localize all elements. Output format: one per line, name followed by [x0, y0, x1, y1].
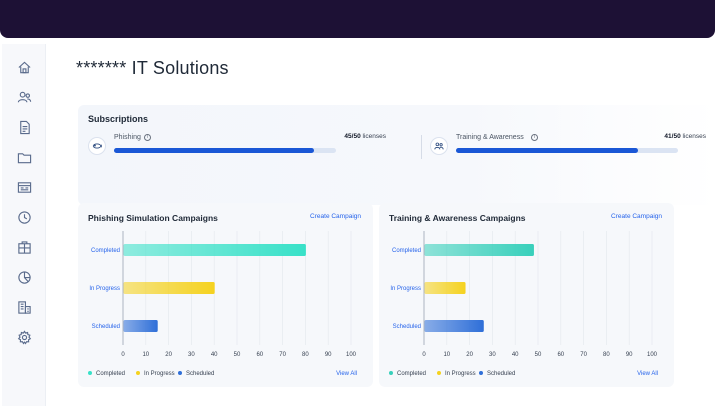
subscription-count: 41/50 licenses — [664, 133, 706, 140]
legend-dot — [136, 371, 140, 376]
sidebar — [2, 44, 46, 406]
x-tick-label: 80 — [603, 352, 610, 358]
x-tick-label: 100 — [346, 352, 357, 358]
category-label: In Progress — [390, 286, 421, 292]
category-label: Scheduled — [393, 324, 421, 330]
legend-item-completed: Completed — [389, 371, 426, 377]
x-tick-label: 40 — [512, 352, 519, 358]
subscription-phishing: Phishing i 45/50 licenses — [88, 133, 388, 163]
top-bar — [0, 0, 715, 38]
phishing-hook-icon — [88, 137, 106, 155]
subscription-count: 45/50 licenses — [344, 133, 386, 140]
bar-in-progress — [123, 282, 215, 294]
building-icon[interactable] — [15, 298, 33, 316]
legend-dot — [88, 371, 92, 376]
category-label: Scheduled — [92, 324, 120, 330]
email-template-icon[interactable] — [15, 178, 33, 196]
legend-item-in-progress: In Progress — [136, 371, 175, 377]
bar-scheduled — [424, 320, 484, 332]
create-campaign-link[interactable]: Create Campaign — [611, 213, 662, 220]
legend-item-in-progress: In Progress — [437, 371, 476, 377]
x-tick-label: 20 — [165, 352, 172, 358]
x-tick-label: 80 — [302, 352, 309, 358]
info-icon[interactable]: i — [531, 134, 538, 141]
pie-chart-icon[interactable] — [15, 268, 33, 286]
document-icon[interactable] — [15, 118, 33, 136]
license-progress-fill — [114, 148, 314, 153]
bar-scheduled — [123, 320, 158, 332]
x-tick-label: 60 — [557, 352, 564, 358]
legend-item-scheduled: Scheduled — [479, 371, 515, 377]
info-icon[interactable]: i — [144, 134, 151, 141]
x-tick-label: 10 — [443, 352, 450, 358]
category-label: Completed — [392, 248, 421, 254]
phishing-campaigns-card: Phishing Simulation Campaigns Create Cam… — [78, 203, 373, 387]
campaign-chart: 0 10 20 30 40 50 60 70 80 90 100 Completed In Progre… — [390, 231, 658, 358]
subscription-name: Training & Awareness — [456, 134, 524, 141]
view-all-link[interactable]: View All — [336, 371, 357, 377]
x-tick-label: 0 — [121, 352, 125, 358]
page-title: ******* IT Solutions — [76, 58, 229, 78]
x-tick-label: 70 — [580, 352, 587, 358]
legend-item-scheduled: Scheduled — [178, 371, 214, 377]
x-tick-label: 40 — [211, 352, 218, 358]
x-tick-label: 0 — [422, 352, 426, 358]
home-icon[interactable] — [15, 58, 33, 76]
bar-completed — [123, 244, 306, 256]
main-content: ******* IT Solutions Subscriptions Phish… — [48, 40, 715, 411]
subscriptions-card: Subscriptions Phishing i 45/50 licenses … — [78, 105, 715, 205]
users-icon[interactable] — [15, 88, 33, 106]
x-tick-label: 50 — [535, 352, 542, 358]
card-title: Training & Awareness Campaigns — [389, 213, 526, 223]
campaign-chart: 0 10 20 30 40 50 60 70 80 90 100 Completed In Progre… — [89, 231, 357, 358]
settings-icon[interactable] — [15, 328, 33, 346]
clock-icon[interactable] — [15, 208, 33, 226]
x-tick-label: 70 — [279, 352, 286, 358]
legend-dot — [389, 371, 393, 376]
training-icon — [430, 137, 448, 155]
x-tick-label: 10 — [142, 352, 149, 358]
training-campaigns-card: Training & Awareness Campaigns Create Ca… — [379, 203, 674, 387]
subscription-name: Phishing — [114, 134, 141, 141]
folder-icon[interactable] — [15, 148, 33, 166]
x-tick-label: 20 — [466, 352, 473, 358]
divider — [421, 135, 422, 159]
subscription-training: Training & Awareness i 41/50 licenses — [430, 133, 708, 163]
package-icon[interactable] — [15, 238, 33, 256]
license-progress-fill — [456, 148, 639, 153]
license-progress-bar — [456, 148, 678, 153]
x-tick-label: 30 — [188, 352, 195, 358]
x-tick-label: 90 — [626, 352, 633, 358]
legend-dot — [437, 371, 441, 376]
category-label: Completed — [91, 248, 120, 254]
bar-in-progress — [424, 282, 466, 294]
x-tick-label: 60 — [256, 352, 263, 358]
create-campaign-link[interactable]: Create Campaign — [310, 213, 361, 220]
x-tick-label: 50 — [234, 352, 241, 358]
legend-dot — [479, 371, 483, 376]
category-label: In Progress — [89, 286, 120, 292]
legend-dot — [178, 371, 182, 376]
subscriptions-title: Subscriptions — [88, 114, 149, 124]
x-tick-label: 100 — [647, 352, 658, 358]
x-tick-label: 30 — [489, 352, 496, 358]
license-progress-bar — [114, 148, 336, 153]
view-all-link[interactable]: View All — [637, 371, 658, 377]
x-tick-label: 90 — [325, 352, 332, 358]
bar-completed — [424, 244, 534, 256]
legend-item-completed: Completed — [88, 371, 125, 377]
card-title: Phishing Simulation Campaigns — [88, 213, 218, 223]
